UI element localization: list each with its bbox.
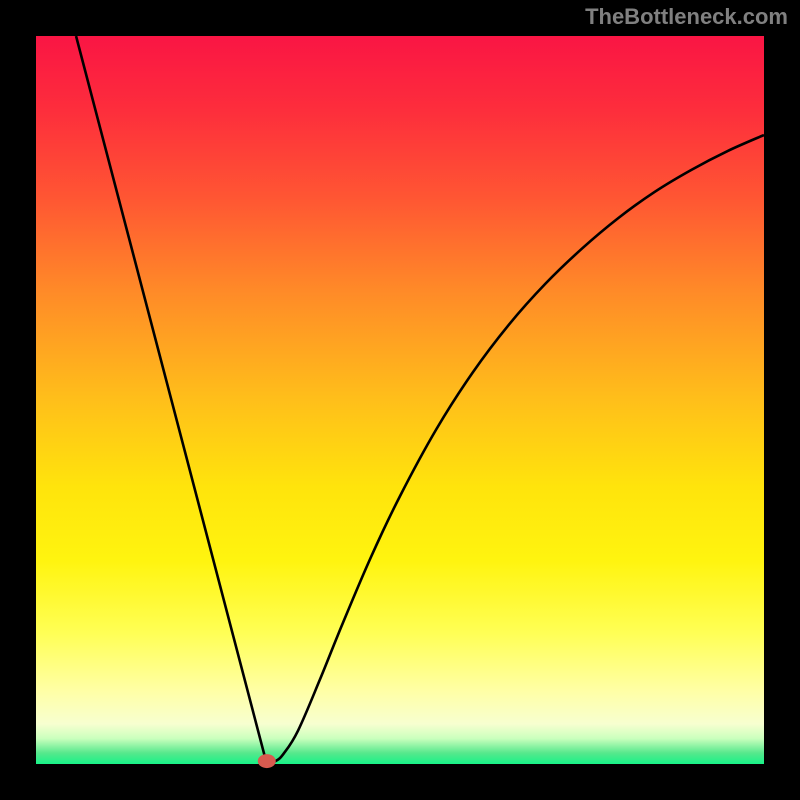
chart-root: TheBottleneck.com (0, 0, 800, 800)
watermark-text: TheBottleneck.com (585, 4, 788, 30)
minimum-marker (258, 754, 276, 768)
chart-plot-background (36, 36, 764, 764)
bottleneck-chart (0, 0, 800, 800)
